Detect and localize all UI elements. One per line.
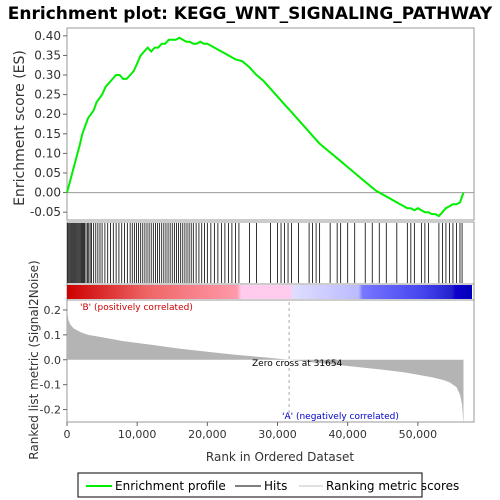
negative-correlation-label: 'A' (negatively correlated): [282, 412, 399, 422]
chart-title: Enrichment plot: KEGG_WNT_SIGNALING_PATH…: [8, 4, 493, 24]
zero-cross-label: Zero cross at 31654: [252, 359, 343, 369]
es-y-tick-label: 0.25: [34, 88, 61, 102]
es-y-tick-label: 0.40: [34, 29, 61, 43]
metric-y-axis: -0.2 -0.1 0.0 0.1 0.2: [40, 304, 67, 417]
metric-y-tick-label: 0.0: [44, 354, 62, 367]
legend: [77, 472, 423, 498]
es-y-axis: -0.05 0.00 0.05 0.10 0.15 0.20 0.25 0.30 0.35 0.4…: [30, 29, 67, 219]
x-tick-label: 30,000: [258, 428, 297, 441]
x-tick-label: 40,000: [328, 428, 367, 441]
positive-correlation-label: 'B' (positively correlated): [80, 303, 193, 313]
es-panel: [66, 27, 475, 221]
ranking-metric-area: [67, 310, 464, 425]
metric-y-tick-label: 0.1: [44, 329, 62, 342]
x-tick-label: 20,000: [188, 428, 227, 441]
es-y-tick-label: 0.00: [34, 186, 61, 200]
metric-y-tick-label: 0.2: [44, 304, 62, 317]
es-y-tick-label: -0.05: [30, 205, 61, 219]
metric-y-tick-label: -0.1: [40, 379, 61, 392]
x-tick-label: 50,000: [399, 428, 438, 441]
legend-label-enrichment: Enrichment profile: [115, 479, 226, 493]
x-tick-label: 10,000: [118, 428, 157, 441]
hits-group: [67, 223, 463, 283]
es-y-tick-label: 0.10: [34, 146, 61, 160]
ranking-color-bar: [67, 285, 472, 299]
x-tick-label: 0: [64, 428, 71, 441]
es-y-tick-label: 0.05: [34, 166, 61, 180]
es-y-tick-label: 0.35: [34, 48, 61, 62]
es-y-tick-label: 0.20: [34, 107, 61, 121]
metric-y-axis-label: Ranked list metric (Signal2Noise): [27, 260, 41, 459]
metric-y-tick-label: -0.2: [40, 404, 61, 417]
x-axis: 0 10,000 20,000 30,000 40,000 50,000: [64, 422, 438, 441]
legend-label-hits: Hits: [264, 479, 287, 493]
enrichment-profile-line: [66, 36, 465, 218]
x-axis-label: Rank in Ordered Dataset: [206, 450, 354, 464]
es-y-axis-label: Enrichment score (ES): [12, 50, 28, 206]
es-y-tick-label: 0.30: [34, 68, 61, 82]
es-y-tick-label: 0.15: [34, 127, 61, 141]
legend-label-metric: Ranking metric scores: [326, 479, 459, 493]
